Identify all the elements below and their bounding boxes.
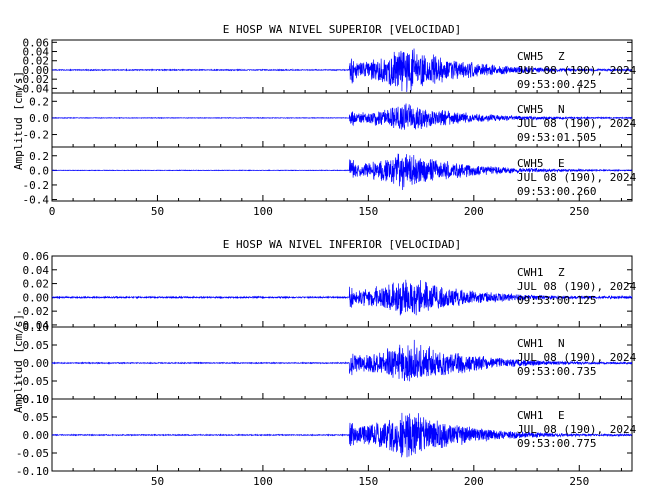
x-tick-label: 0: [49, 205, 56, 218]
panel-frame: [51, 146, 633, 202]
y-tick-label: 0.0: [29, 164, 49, 177]
x-tick-label: 150: [358, 475, 378, 488]
y-tick-label: 0.00: [23, 429, 50, 442]
y-tick-label: 0.06: [23, 36, 50, 49]
channel-label: CWH5: [517, 157, 544, 170]
waveform-trace: [51, 103, 633, 130]
x-tick-label: 50: [151, 205, 164, 218]
component-label: E: [558, 409, 565, 422]
component-label: Z: [558, 50, 565, 63]
y-tick-label: -0.05: [16, 447, 49, 460]
x-tick-label: 100: [253, 205, 273, 218]
component-label: E: [558, 157, 565, 170]
date-label: JUL 08 (190), 2024: [517, 351, 637, 364]
chart-title: E HOSP WA NIVEL INFERIOR [VELOCIDAD]: [223, 238, 461, 251]
y-tick-label: 0.00: [23, 357, 50, 370]
y-tick-label: 0.10: [23, 393, 50, 406]
y-tick-label: 0.0: [29, 112, 49, 125]
y-tick-label: 0.04: [23, 46, 50, 59]
component-label: Z: [558, 266, 565, 279]
component-label: N: [558, 103, 565, 116]
time-label: 09:53:00.260: [517, 185, 596, 198]
x-tick-label: 200: [464, 205, 484, 218]
y-tick-label: -0.10: [16, 465, 49, 478]
x-tick-label: 250: [569, 205, 589, 218]
time-label: 09:53:01.505: [517, 131, 596, 144]
x-tick-label: 50: [151, 475, 164, 488]
time-label: 09:53:00.425: [517, 78, 596, 91]
y-tick-label: 0.05: [23, 411, 50, 424]
x-tick-label: 150: [358, 205, 378, 218]
y-tick-label: 0.02: [23, 278, 50, 291]
y-tick-label: -0.4: [23, 194, 50, 207]
time-label: 09:53:00.775: [517, 437, 596, 450]
channel-label: CWH1: [517, 409, 544, 422]
y-tick-label: 0.04: [23, 264, 50, 277]
y-tick-label: 0.02: [23, 55, 50, 68]
y-tick-label: 0.2: [29, 150, 49, 163]
y-tick-label: -0.05: [16, 375, 49, 388]
y-axis-label: Amplitud [cm/s]: [12, 71, 25, 170]
channel-label: CWH5: [517, 103, 544, 116]
y-tick-label: -0.02: [16, 73, 49, 86]
waveform-trace: [51, 279, 633, 316]
y-tick-label: -0.2: [23, 129, 50, 142]
x-tick-label: 200: [464, 475, 484, 488]
x-tick-label: 100: [253, 475, 273, 488]
channel-label: CWH1: [517, 337, 544, 350]
y-tick-label: -0.04: [16, 319, 49, 332]
y-tick-label: 0.00: [23, 291, 50, 304]
waveform-trace: [51, 153, 633, 190]
time-label: 09:53:00.125: [517, 294, 596, 307]
component-label: N: [558, 337, 565, 350]
figure-inferior: E HOSP WA NIVEL INFERIOR [VELOCIDAD] Ampl…: [12, 238, 637, 488]
y-tick-label: 0.00: [23, 64, 50, 77]
date-label: JUL 08 (190), 2024: [517, 64, 637, 77]
date-label: JUL 08 (190), 2024: [517, 423, 637, 436]
waveform-trace: [51, 339, 633, 382]
waveform-trace: [51, 48, 633, 92]
y-tick-label: 0.06: [23, 250, 50, 263]
y-tick-label: 0.05: [23, 339, 50, 352]
channel-label: CWH1: [517, 266, 544, 279]
date-label: JUL 08 (190), 2024: [517, 171, 637, 184]
figure-superior: E HOSP WA NIVEL SUPERIOR [VELOCIDAD] Ampl…: [12, 23, 637, 218]
y-tick-label: 0.2: [29, 95, 49, 108]
y-tick-label: -0.02: [16, 305, 49, 318]
y-tick-label: -0.10: [16, 393, 49, 406]
time-label: 09:53:00.735: [517, 365, 596, 378]
y-tick-label: -0.2: [23, 179, 50, 192]
y-axis-label: Amplitud [cm/s]: [12, 314, 25, 413]
date-label: JUL 08 (190), 2024: [517, 117, 637, 130]
chart-title: E HOSP WA NIVEL SUPERIOR [VELOCIDAD]: [223, 23, 461, 36]
y-tick-label: -0.04: [16, 82, 49, 95]
date-label: JUL 08 (190), 2024: [517, 280, 637, 293]
channel-label: CWH5: [517, 50, 544, 63]
waveform-trace: [51, 412, 633, 458]
y-tick-label: 0.10: [23, 321, 50, 334]
x-tick-label: 250: [569, 475, 589, 488]
